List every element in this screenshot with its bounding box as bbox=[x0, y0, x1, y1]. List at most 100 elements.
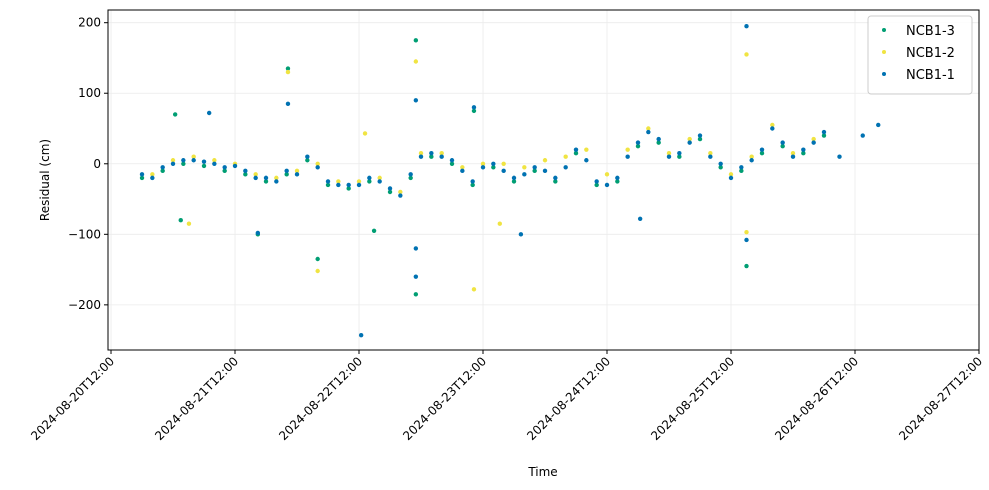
point bbox=[186, 221, 192, 226]
point bbox=[553, 179, 558, 184]
point bbox=[139, 172, 145, 177]
point bbox=[191, 158, 196, 163]
point bbox=[212, 158, 217, 163]
point bbox=[398, 189, 403, 195]
point bbox=[201, 163, 207, 169]
point bbox=[542, 158, 548, 163]
point bbox=[449, 158, 455, 163]
point bbox=[285, 69, 291, 75]
point bbox=[181, 158, 186, 163]
point bbox=[718, 165, 723, 170]
point bbox=[615, 175, 620, 181]
point bbox=[739, 168, 744, 174]
point bbox=[584, 147, 589, 152]
point bbox=[398, 193, 403, 198]
x-tick-label: 2024-08-20T12:00 bbox=[28, 354, 117, 443]
point bbox=[470, 182, 475, 188]
point bbox=[460, 168, 465, 174]
point bbox=[160, 168, 165, 174]
point bbox=[876, 122, 881, 128]
x-tick-label: 2024-08-24T12:00 bbox=[524, 354, 613, 443]
point bbox=[594, 179, 599, 184]
point bbox=[243, 172, 248, 177]
point bbox=[150, 175, 155, 181]
point bbox=[315, 268, 320, 274]
point bbox=[191, 154, 196, 159]
x-tick-label: 2024-08-25T12:00 bbox=[648, 354, 737, 443]
legend-label: NCB1-2 bbox=[906, 46, 955, 61]
point bbox=[759, 147, 765, 152]
point bbox=[418, 154, 424, 159]
point bbox=[362, 131, 368, 136]
point bbox=[491, 161, 496, 166]
point bbox=[656, 136, 661, 142]
point bbox=[739, 165, 744, 170]
point bbox=[687, 140, 692, 145]
point bbox=[232, 163, 238, 169]
point bbox=[573, 147, 579, 152]
point bbox=[139, 175, 145, 181]
point bbox=[744, 263, 749, 269]
point bbox=[284, 172, 289, 177]
point bbox=[625, 154, 630, 159]
point bbox=[377, 175, 382, 181]
point bbox=[563, 165, 568, 170]
point bbox=[336, 179, 341, 184]
point bbox=[584, 158, 589, 163]
point bbox=[356, 182, 362, 188]
point bbox=[294, 172, 300, 177]
y-tick-label: 200 bbox=[78, 16, 101, 30]
point bbox=[408, 175, 413, 181]
point bbox=[284, 168, 289, 174]
point bbox=[367, 179, 372, 184]
legend-marker bbox=[882, 28, 886, 32]
point bbox=[315, 161, 320, 166]
point bbox=[821, 129, 827, 135]
point bbox=[821, 133, 827, 138]
point bbox=[501, 168, 506, 174]
point bbox=[615, 179, 620, 184]
point bbox=[413, 274, 419, 279]
point bbox=[759, 150, 765, 156]
point bbox=[305, 154, 310, 159]
point bbox=[181, 161, 186, 166]
point bbox=[480, 165, 486, 170]
point bbox=[497, 221, 502, 226]
point bbox=[708, 150, 713, 156]
point bbox=[150, 172, 155, 177]
point bbox=[604, 182, 610, 188]
point bbox=[635, 143, 641, 149]
plot-frame bbox=[107, 9, 980, 351]
point bbox=[471, 287, 477, 292]
point bbox=[801, 150, 806, 156]
point bbox=[687, 136, 692, 142]
point bbox=[305, 158, 310, 163]
point bbox=[744, 52, 749, 57]
point bbox=[243, 168, 248, 174]
point bbox=[728, 175, 734, 181]
point bbox=[604, 172, 610, 177]
point bbox=[646, 129, 651, 135]
point bbox=[413, 98, 419, 103]
point bbox=[480, 161, 486, 166]
point bbox=[860, 133, 865, 138]
point bbox=[274, 179, 279, 184]
point bbox=[790, 154, 796, 159]
point bbox=[263, 179, 269, 184]
point bbox=[418, 150, 424, 156]
point bbox=[172, 112, 178, 117]
y-axis-label: Residual (cm) bbox=[38, 139, 52, 221]
point bbox=[178, 218, 183, 223]
legend-marker bbox=[882, 72, 886, 76]
point bbox=[837, 154, 842, 159]
y-tick-label: 100 bbox=[78, 86, 101, 100]
point bbox=[315, 256, 320, 262]
point bbox=[325, 179, 331, 184]
x-axis-label: Time bbox=[527, 465, 557, 479]
point bbox=[201, 159, 207, 164]
point bbox=[325, 182, 331, 188]
point bbox=[542, 168, 548, 174]
point bbox=[413, 292, 419, 297]
point bbox=[253, 172, 258, 177]
